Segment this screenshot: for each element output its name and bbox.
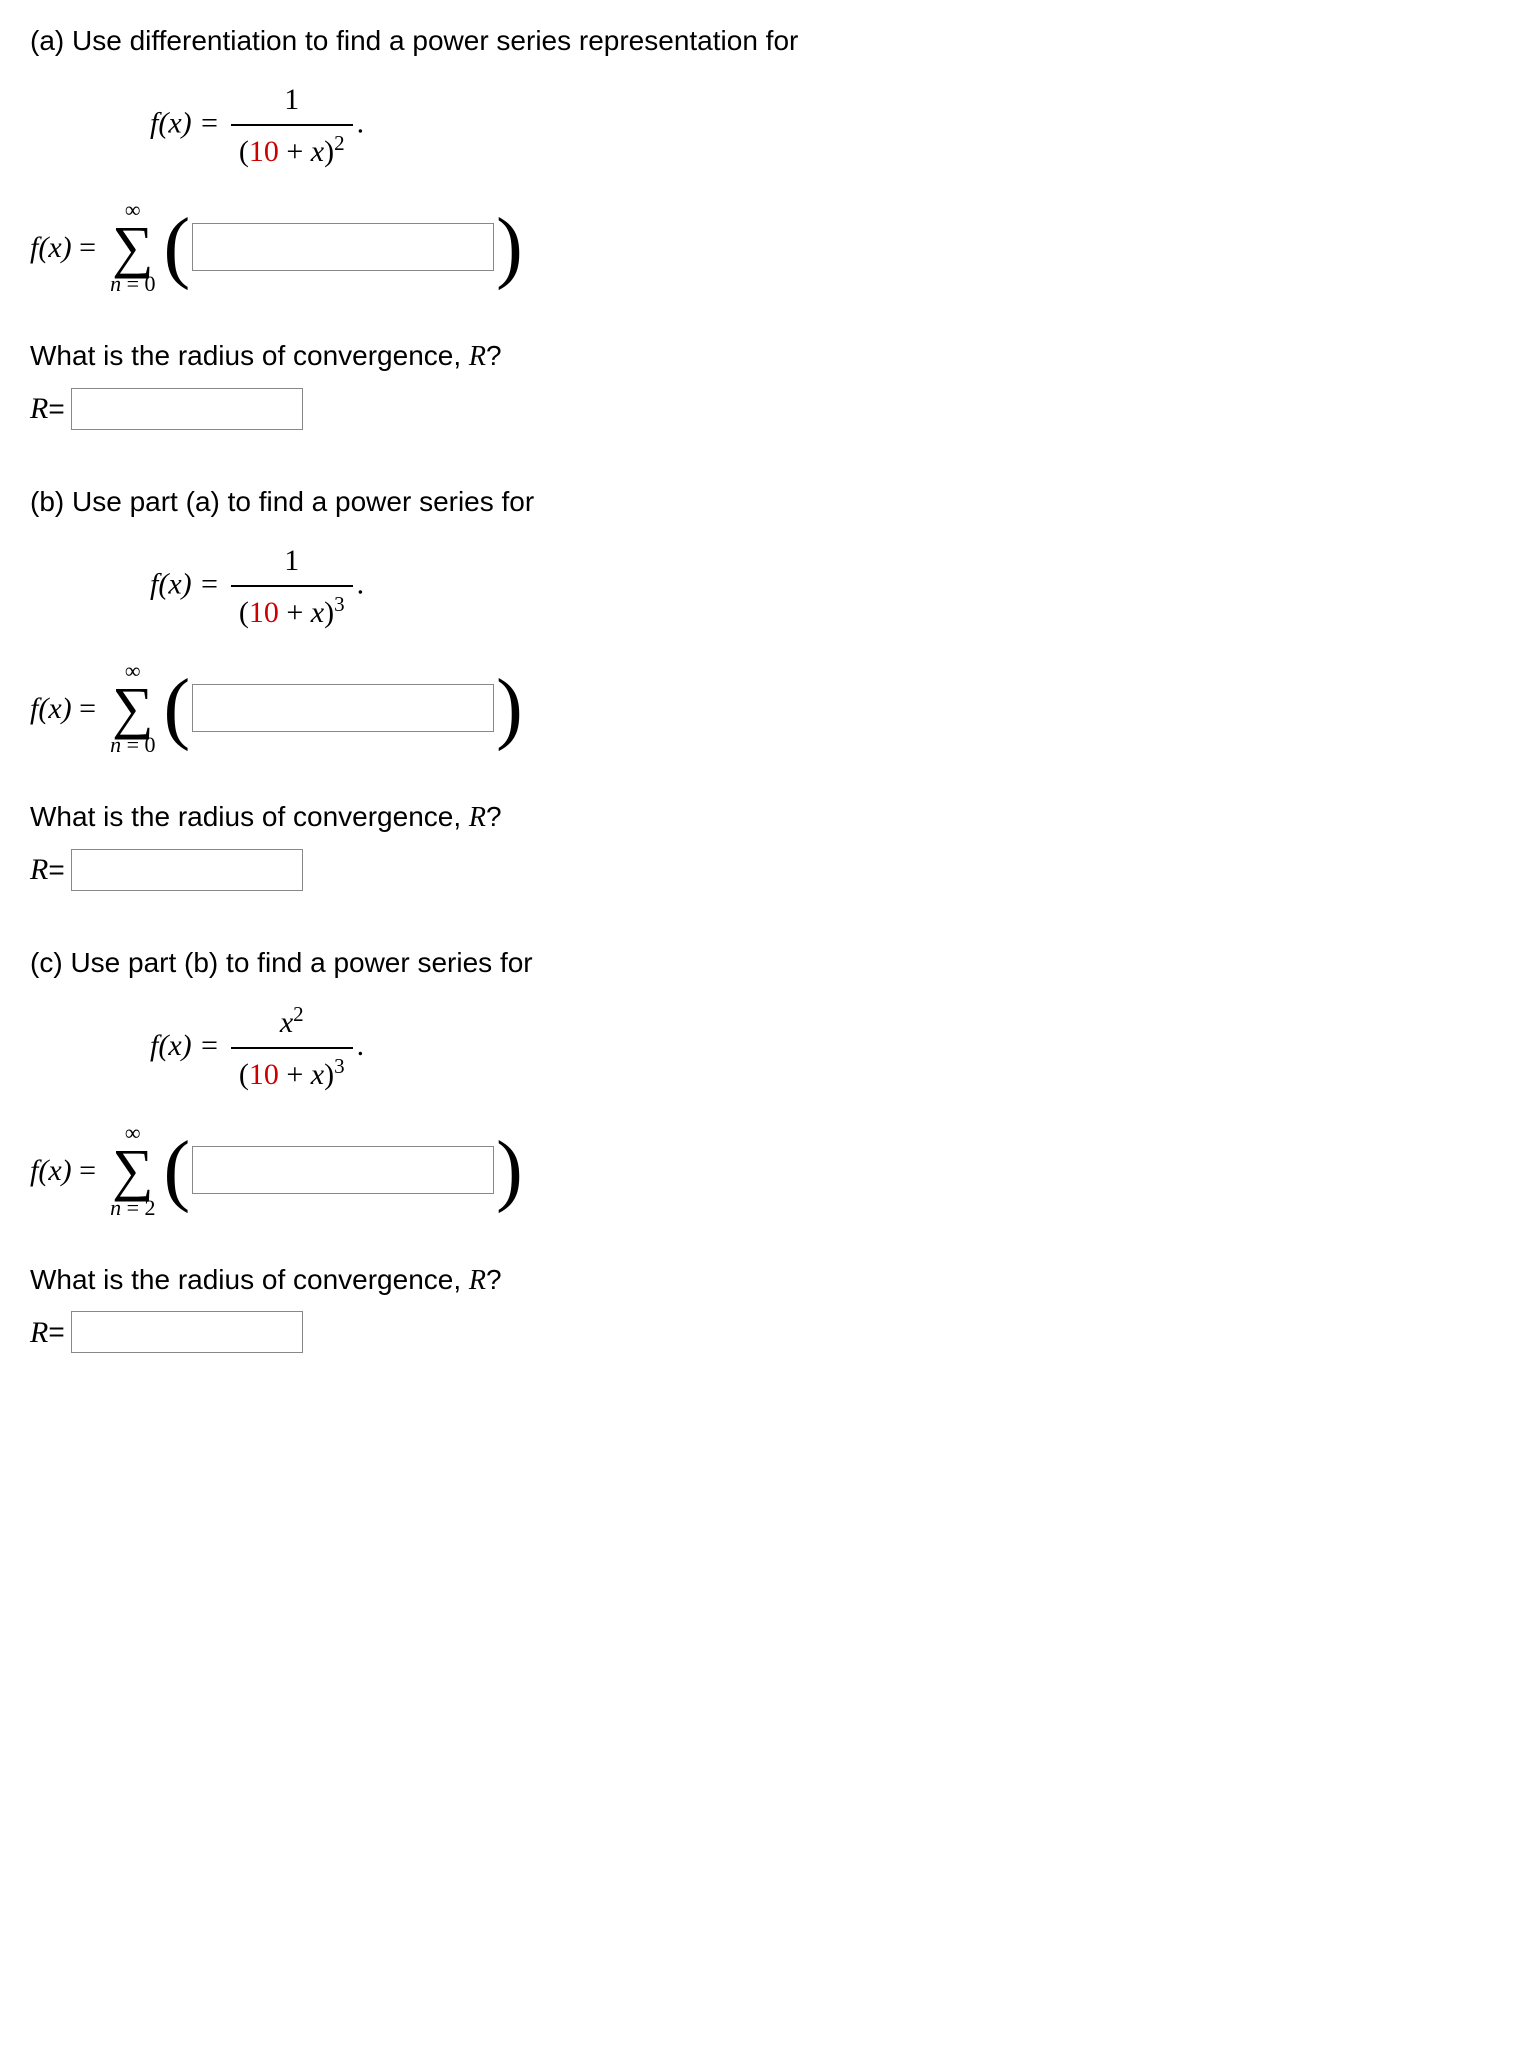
part-c-radius-input[interactable]: [71, 1311, 303, 1353]
sigma-block: ∞ ∑ n = 2: [110, 1122, 155, 1218]
part-b-radius-input[interactable]: [71, 849, 303, 891]
r-label: R: [30, 847, 48, 892]
part-b-label: (b): [30, 486, 64, 517]
part-c-prompt: (c) Use part (b) to find a power series …: [30, 942, 1510, 984]
left-paren-icon: (: [163, 1142, 190, 1198]
right-paren-icon: ): [496, 1142, 523, 1198]
sum-lhs: f(x) =: [30, 225, 96, 270]
sum-lhs: f(x) =: [30, 686, 96, 731]
part-b-prompt: (b) Use part (a) to find a power series …: [30, 481, 1510, 523]
fx-lhs: f(x) =: [150, 568, 227, 601]
sigma-block: ∞ ∑ n = 0: [110, 660, 155, 756]
left-paren-icon: (: [163, 219, 190, 275]
part-b-fraction: 1 (10 + x)3: [231, 538, 353, 635]
part-c-constant: 10: [249, 1058, 279, 1091]
right-paren-icon: ): [496, 219, 523, 275]
sigma-icon: ∑: [112, 221, 153, 273]
part-c-roc-question: What is the radius of convergence, R?: [30, 1259, 1510, 1302]
part-c-fraction: x2 (10 + x)3: [231, 999, 353, 1097]
sigma-block: ∞ ∑ n = 0: [110, 199, 155, 295]
sigma-lower: n = 0: [110, 734, 155, 756]
part-b-r-equals: R =: [30, 847, 1510, 892]
part-a-radius-input[interactable]: [71, 388, 303, 430]
part-c-series-input[interactable]: [192, 1146, 494, 1194]
sigma-lower: n = 2: [110, 1197, 155, 1219]
part-a-roc-question: What is the radius of convergence, R?: [30, 335, 1510, 378]
part-c-sum-row: f(x) = ∞ ∑ n = 2 ( ): [30, 1122, 1510, 1218]
part-a-sum-row: f(x) = ∞ ∑ n = 0 ( ): [30, 199, 1510, 295]
sum-lhs: f(x) =: [30, 1148, 96, 1193]
part-a-r-equals: R =: [30, 386, 1510, 431]
part-a-fraction: 1 (10 + x)2: [231, 77, 353, 174]
part-b-fx-definition: f(x) = 1 (10 + x)3 .: [30, 538, 1510, 635]
fx-lhs: f(x) =: [150, 106, 227, 139]
part-a-denominator: (10 + x)2: [231, 126, 353, 174]
part-a-label: (a): [30, 25, 64, 56]
sigma-icon: ∑: [112, 682, 153, 734]
left-paren-icon: (: [163, 680, 190, 736]
part-a-numerator: 1: [231, 77, 353, 126]
sigma-lower: n = 0: [110, 273, 155, 295]
right-paren-icon: ): [496, 680, 523, 736]
part-a-prompt: (a) Use differentiation to find a power …: [30, 20, 1510, 62]
part-b-sum-row: f(x) = ∞ ∑ n = 0 ( ): [30, 660, 1510, 756]
r-label: R: [30, 1310, 48, 1355]
fx-lhs: f(x) =: [150, 1029, 227, 1062]
part-b-constant: 10: [249, 596, 279, 629]
part-c-fx-definition: f(x) = x2 (10 + x)3 .: [30, 999, 1510, 1097]
part-b-numerator: 1: [231, 538, 353, 587]
part-b-series-input[interactable]: [192, 684, 494, 732]
part-a-series-input[interactable]: [192, 223, 494, 271]
part-b-denominator: (10 + x)3: [231, 587, 353, 635]
part-c-r-equals: R =: [30, 1310, 1510, 1355]
part-a-constant: 10: [249, 135, 279, 168]
part-b-roc-question: What is the radius of convergence, R?: [30, 796, 1510, 839]
part-c-numerator: x2: [231, 999, 353, 1049]
r-label: R: [30, 386, 48, 431]
part-c-prompt-text: Use part (b) to find a power series for: [70, 947, 532, 978]
part-c-denominator: (10 + x)3: [231, 1049, 353, 1097]
part-b-prompt-text: Use part (a) to find a power series for: [72, 486, 534, 517]
part-a-prompt-text: Use differentiation to find a power seri…: [72, 25, 798, 56]
part-a-fx-definition: f(x) = 1 (10 + x)2 .: [30, 77, 1510, 174]
sigma-icon: ∑: [112, 1144, 153, 1196]
part-c-label: (c): [30, 947, 63, 978]
